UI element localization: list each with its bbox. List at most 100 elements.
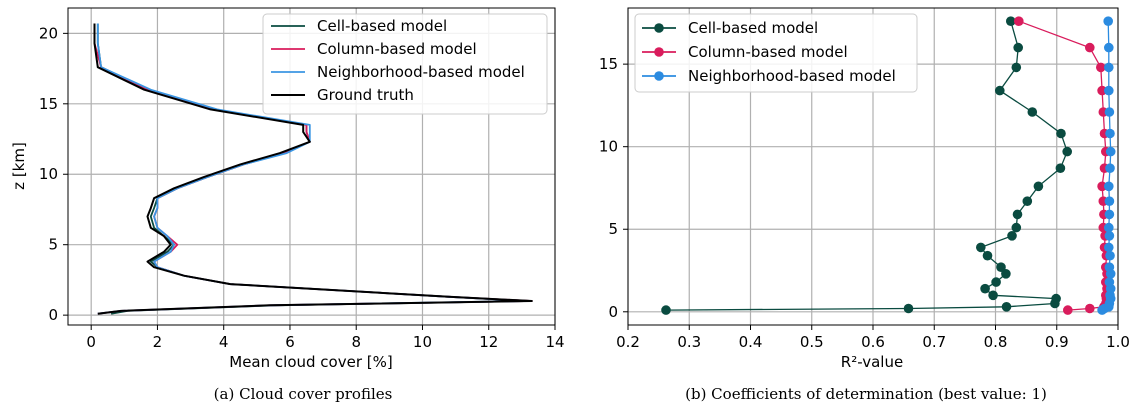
data-point-cell-based-model bbox=[1011, 62, 1022, 73]
panel-a-xtick-label: 12 bbox=[479, 333, 498, 351]
data-point-cell-based-model bbox=[1055, 163, 1066, 173]
panel-b-legend: Cell-based model Column-based model Neighb… bbox=[634, 13, 918, 93]
panel-b-xtick-label: 0.8 bbox=[984, 333, 1008, 351]
data-point-cell-based-model bbox=[995, 85, 1005, 96]
data-point-cell-based-model bbox=[996, 262, 1006, 273]
data-point-cell-based-model bbox=[1051, 293, 1061, 304]
data-point-neighborhood-based-model bbox=[1104, 107, 1115, 117]
panel-a-xtick-label: 6 bbox=[285, 333, 295, 351]
data-point-column-based-model bbox=[1063, 305, 1073, 315]
panel-a-xlabel: Mean cloud cover [%] bbox=[229, 353, 392, 371]
data-point-neighborhood-based-model bbox=[1104, 231, 1115, 241]
data-point-cell-based-model bbox=[1033, 181, 1044, 192]
legend-label-cell-based-model: Cell-based model bbox=[688, 19, 818, 37]
panel-a-ytick-label: 15 bbox=[39, 95, 58, 113]
panel-a-legend: Cell-based model Column-based model Neighb… bbox=[262, 13, 548, 115]
panel-b-ytick-label: 10 bbox=[599, 138, 618, 156]
data-point-cell-based-model bbox=[1006, 16, 1016, 27]
data-point-cell-based-model bbox=[903, 303, 914, 314]
data-point-cell-based-model bbox=[1007, 231, 1017, 241]
legend-label-column-based-model: Column-based model bbox=[688, 43, 848, 61]
panel-a-legend-box bbox=[262, 13, 548, 115]
panel-a-ytick-label: 20 bbox=[39, 24, 58, 42]
data-point-neighborhood-based-model bbox=[1103, 16, 1113, 27]
legend-marker-neighborhood-based-model bbox=[654, 71, 664, 81]
panel-b-xtick-label: 0.9 bbox=[1045, 333, 1069, 351]
panel-b-xtick-label: 0.5 bbox=[800, 333, 824, 351]
panel-b-xtick-label: 0.3 bbox=[677, 333, 701, 351]
data-point-cell-based-model bbox=[1027, 107, 1038, 117]
data-point-neighborhood-based-model bbox=[1104, 196, 1115, 206]
panel-a-frame bbox=[67, 7, 556, 326]
panel-b-ytick-label: 15 bbox=[599, 55, 618, 73]
data-point-cell-based-model bbox=[1001, 269, 1011, 279]
data-point-cell-based-model bbox=[1001, 302, 1012, 312]
panel-a-caption: (a) Cloud cover profiles bbox=[214, 385, 393, 403]
panel-a-ytick-label: 10 bbox=[39, 165, 58, 183]
legend-marker-cell-based-model bbox=[654, 23, 664, 33]
data-point-cell-based-model bbox=[1062, 146, 1072, 157]
data-point-column-based-model bbox=[1085, 303, 1095, 314]
data-point-neighborhood-based-model bbox=[1104, 209, 1115, 220]
data-point-column-based-model bbox=[1096, 62, 1106, 73]
panel-b-xtick-label: 0.7 bbox=[922, 333, 946, 351]
data-point-cell-based-model bbox=[661, 305, 671, 315]
panel-a-ticks: 0 2 4 6 8 10 12 14 0 5 10 15 20 bbox=[39, 24, 565, 351]
data-point-neighborhood-based-model bbox=[1104, 42, 1114, 53]
data-point-cell-based-model bbox=[980, 283, 990, 294]
data-point-neighborhood-based-model bbox=[1104, 262, 1115, 273]
panel-b-xtick-label: 0.2 bbox=[616, 333, 640, 351]
data-point-neighborhood-based-model bbox=[1105, 128, 1115, 139]
data-point-neighborhood-based-model bbox=[1104, 85, 1114, 96]
data-point-column-based-model bbox=[1097, 181, 1107, 192]
panel-b-ytick-label: 0 bbox=[608, 303, 618, 321]
legend-marker-column-based-model bbox=[654, 47, 664, 57]
data-point-cell-based-model bbox=[976, 242, 986, 253]
panel-b-caption: (b) Coefficients of determination (best … bbox=[685, 385, 1047, 403]
data-point-neighborhood-based-model bbox=[1105, 250, 1115, 261]
legend-label-neighborhood-based-model: Neighborhood-based model bbox=[688, 67, 896, 85]
legend-label-neighborhood-based-model: Neighborhood-based model bbox=[317, 63, 525, 81]
panel-a-ytick-label: 5 bbox=[48, 236, 58, 254]
panel-b-xlabel: R²-value bbox=[841, 353, 903, 371]
legend-label-ground-truth: Ground truth bbox=[317, 86, 414, 104]
data-point-cell-based-model bbox=[1022, 196, 1033, 206]
panel-a-xtick-label: 0 bbox=[86, 333, 96, 351]
panel-a-xtick-label: 2 bbox=[153, 333, 163, 351]
panel-a-xtick-label: 10 bbox=[413, 333, 432, 351]
panel-a-lines bbox=[93, 23, 533, 315]
panel-a-xtick-label: 8 bbox=[351, 333, 361, 351]
data-point-column-based-model bbox=[1085, 42, 1095, 53]
data-point-cell-based-model bbox=[1056, 128, 1066, 139]
panel-b-xtick-label: 1.0 bbox=[1106, 333, 1130, 351]
data-point-neighborhood-based-model bbox=[1104, 62, 1114, 73]
panel-b-r2: 0.2 0.3 0.4 0.5 0.6 0.7 0.8 0.9 1.0 0 5 10 15 R²-val… bbox=[599, 7, 1130, 403]
series-line-ground-truth bbox=[93, 23, 533, 315]
panel-b-lines bbox=[661, 16, 1116, 315]
panel-b-legend-box bbox=[634, 13, 918, 93]
data-point-neighborhood-based-model bbox=[1105, 163, 1115, 173]
panel-b-ytick-label: 5 bbox=[608, 220, 618, 238]
data-point-column-based-model bbox=[1014, 16, 1024, 27]
panel-a-ylabel: z [km] bbox=[10, 142, 28, 190]
panel-a-cloud-cover: 0 2 4 6 8 10 12 14 0 5 10 15 20 Mean cloud cover [%]… bbox=[10, 7, 565, 403]
data-point-neighborhood-based-model bbox=[1105, 146, 1116, 157]
data-point-column-based-model bbox=[1097, 85, 1107, 96]
data-point-cell-based-model bbox=[1013, 42, 1023, 53]
data-point-neighborhood-based-model bbox=[1104, 242, 1114, 253]
panel-b-xtick-label: 0.6 bbox=[861, 333, 885, 351]
data-point-cell-based-model bbox=[991, 277, 1001, 287]
data-point-cell-based-model bbox=[982, 250, 993, 261]
data-point-neighborhood-based-model bbox=[1104, 277, 1115, 287]
data-point-cell-based-model bbox=[1012, 209, 1023, 220]
data-point-neighborhood-based-model bbox=[1104, 222, 1114, 233]
panel-a-xtick-label: 4 bbox=[219, 333, 229, 351]
data-point-cell-based-model bbox=[1011, 222, 1022, 233]
data-point-cell-based-model bbox=[988, 290, 998, 301]
data-point-neighborhood-based-model bbox=[1104, 181, 1114, 192]
panel-a-xtick-label: 14 bbox=[545, 333, 564, 351]
legend-label-cell-based-model: Cell-based model bbox=[317, 17, 447, 35]
legend-label-column-based-model: Column-based model bbox=[317, 40, 477, 58]
panel-a-ytick-label: 0 bbox=[48, 306, 58, 324]
